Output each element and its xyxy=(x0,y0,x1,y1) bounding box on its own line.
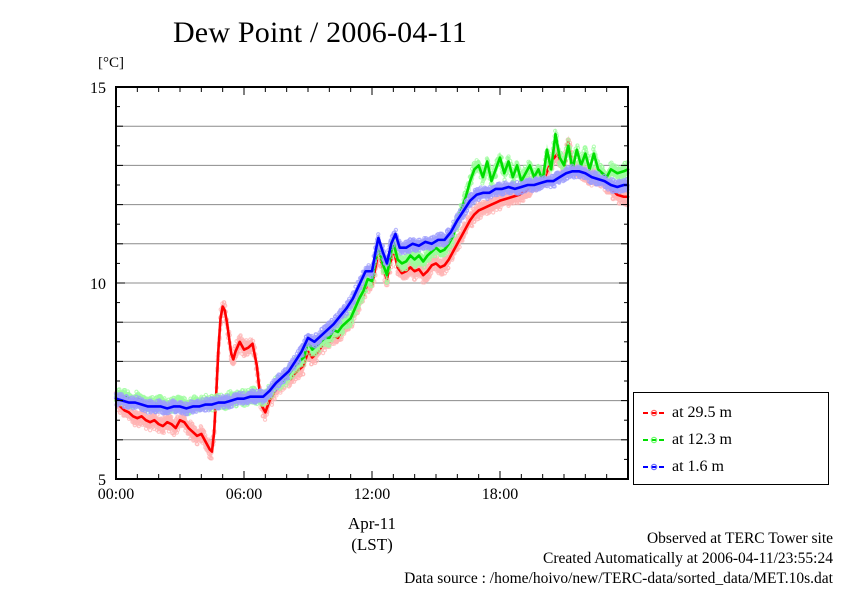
gridlines xyxy=(116,125,628,441)
footer-annotations: Observed at TERC Tower site Created Auto… xyxy=(404,529,833,589)
legend-label-29-5m: at 29.5 m xyxy=(672,403,732,421)
legend-item-12-3m[interactable]: at 12.3 m xyxy=(634,426,828,453)
y-axis-unit-label: [°C] xyxy=(98,55,124,71)
legend-marker-icon xyxy=(643,436,665,443)
data-series-group xyxy=(113,128,630,461)
page-title: Dew Point / 2006-04-11 xyxy=(172,16,468,49)
legend-label-12-3m: at 12.3 m xyxy=(672,430,732,448)
footer-data-source: Data source : /home/hoivo/new/TERC-data/… xyxy=(404,570,833,587)
legend-item-1-6m[interactable]: at 1.6 m xyxy=(634,453,828,480)
legend-marker-icon xyxy=(643,463,665,470)
footer-created-at: Created Automatically at 2006-04-11/23:5… xyxy=(543,550,833,567)
x-axis-title: Apr-11 (LST) xyxy=(292,513,452,555)
legend: at 29.5 m at 12.3 m at 1.6 m xyxy=(633,392,829,485)
axis-ticks xyxy=(115,86,629,480)
x-axis-title-timezone: (LST) xyxy=(351,535,393,554)
legend-label-1-6m: at 1.6 m xyxy=(672,457,724,475)
legend-item-29-5m[interactable]: at 29.5 m xyxy=(634,399,828,426)
footer-observed-at: Observed at TERC Tower site xyxy=(646,530,833,547)
legend-marker-icon xyxy=(643,409,665,416)
x-axis-title-date: Apr-11 xyxy=(347,514,397,533)
